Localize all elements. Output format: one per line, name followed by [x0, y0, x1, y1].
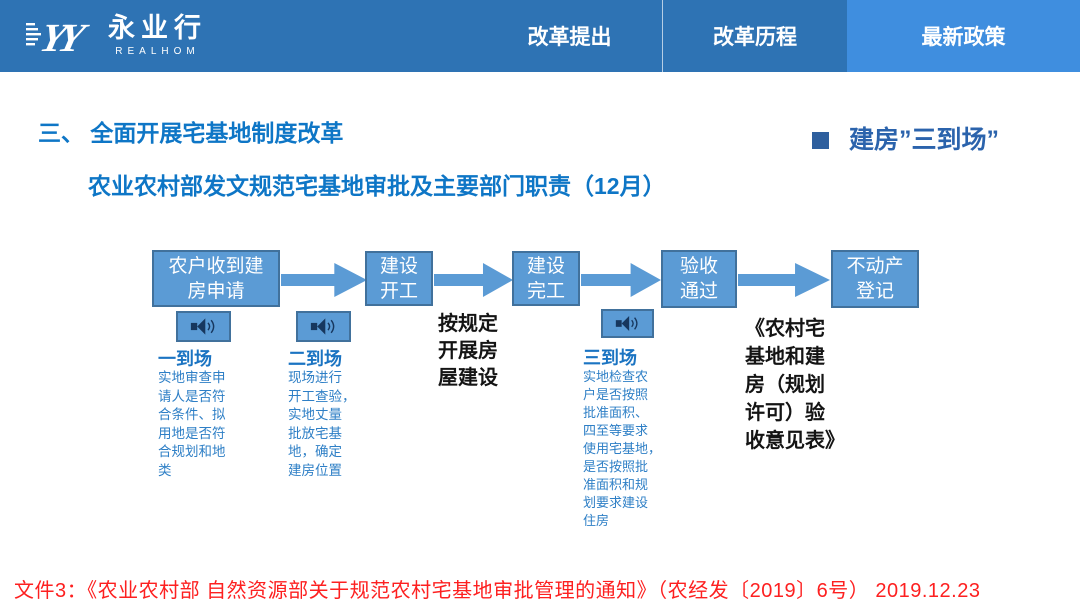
- top-bar: Y Y 永业行 REALHOM 改革提出 改革历程 最新政策: [0, 0, 1080, 72]
- footer-citation: 文件3：《农业农村部 自然资源部关于规范农村宅基地审批管理的通知》（农经发〔20…: [14, 580, 981, 602]
- flow-step-acceptance-passed: 验收 通过: [661, 250, 737, 308]
- speaker-icon[interactable]: [601, 309, 654, 338]
- note-build-per-regulation: 按规定 开展房 屋建设: [438, 313, 498, 389]
- flow-step-application-received: 农户收到建 房申请: [152, 250, 280, 307]
- flow-step-construction-start: 建设 开工: [365, 251, 433, 306]
- column-body-second-visit: 现场进行 开工查验， 实地丈量 批放宅基 地，确定 建房位置: [288, 370, 356, 478]
- speaker-icon[interactable]: [296, 311, 351, 342]
- arrow-right-icon: [581, 257, 661, 303]
- subtitle: 农业农村部发文规范宅基地审批及主要部门职责（12月）: [88, 173, 666, 199]
- header-tabs: 改革提出 改革历程 最新政策: [477, 0, 1080, 72]
- tab-latest-policy[interactable]: 最新政策: [847, 0, 1080, 72]
- section-title: 三、 全面开展宅基地制度改革: [38, 120, 344, 146]
- flow-step-construction-complete: 建设 完工: [512, 251, 580, 306]
- speaker-icon[interactable]: [176, 311, 231, 342]
- note-acceptance-form: 《农村宅 基地和建 房（规划 许可）验 收意见表》: [745, 318, 845, 452]
- column-heading-second-visit: 二到场: [288, 349, 342, 369]
- tab-reform-proposal[interactable]: 改革提出: [527, 26, 612, 49]
- right-heading: 建房”三到场”: [812, 120, 999, 156]
- column-body-first-visit: 实地审查申 请人是否符 合条件、拟 用地是否符 合规划和地 类: [158, 370, 226, 478]
- right-heading-text: 建房”三到场”: [849, 126, 1000, 154]
- realhom-logo: Y Y 永业行 REALHOM: [26, 8, 207, 64]
- square-bullet-icon: [812, 132, 829, 149]
- flow-step-property-registration: 不动产 登记: [831, 250, 919, 308]
- arrow-right-icon: [434, 257, 513, 303]
- realhom-logo-icon: Y Y: [26, 16, 92, 60]
- logo-name-cn: 永业行: [108, 13, 207, 43]
- column-heading-first-visit: 一到场: [158, 349, 212, 369]
- column-heading-third-visit: 三到场: [583, 348, 637, 368]
- logo-name-en: REALHOM: [115, 46, 200, 57]
- column-body-third-visit: 实地检查农 户是否按照 批准面积、 四至等要求 使用宅基地， 是否按照批 准面积…: [583, 369, 662, 528]
- tab-reform-history[interactable]: 改革历程: [662, 0, 847, 72]
- arrow-right-icon: [738, 257, 830, 303]
- arrow-right-icon: [281, 257, 367, 303]
